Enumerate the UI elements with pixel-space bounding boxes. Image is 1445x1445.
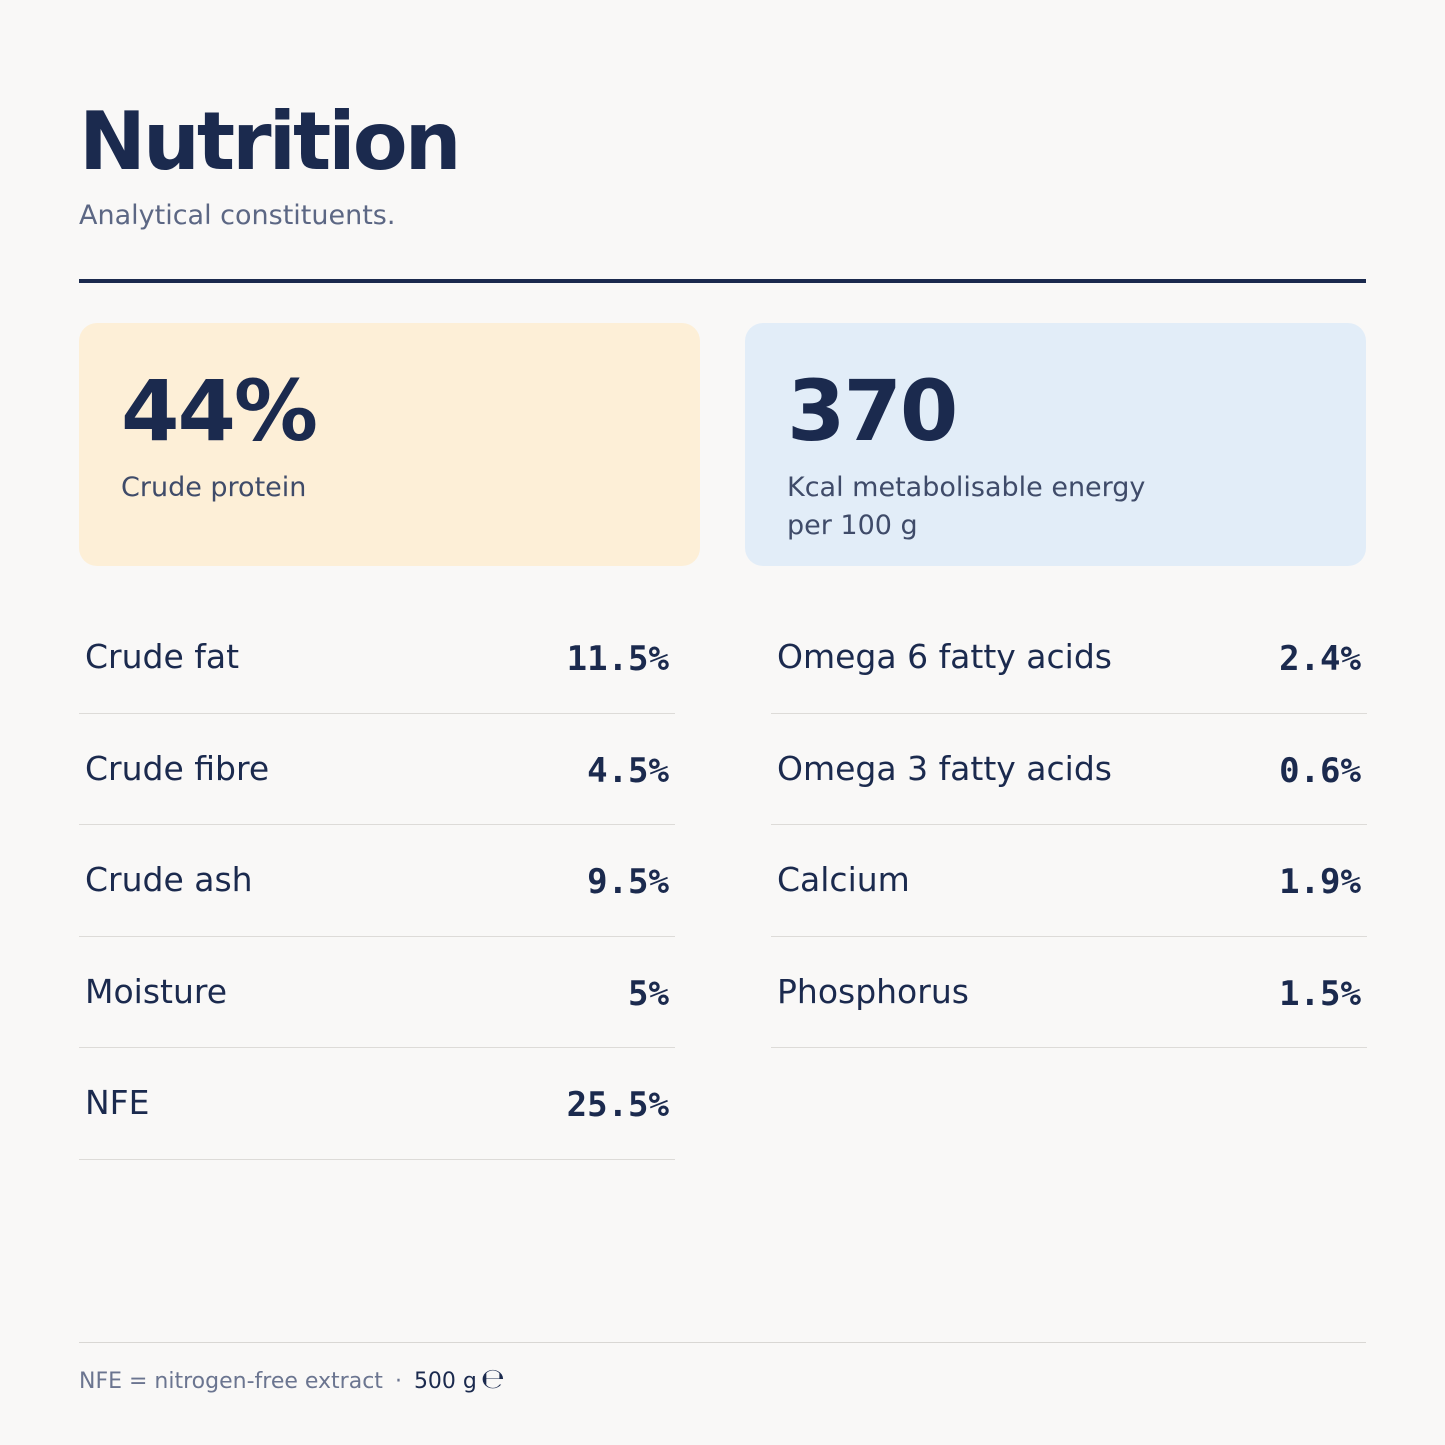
constituent-value: 5% [628, 973, 669, 1014]
nutrition-panel: Nutrition Analytical constituents. 44% C… [79, 0, 1367, 1445]
energy-card: 370 Kcal metabolisable energy per 100 g [745, 323, 1366, 566]
constituent-value: 25.5% [566, 1085, 669, 1125]
footnote: NFE = nitrogen-free extract [79, 1369, 383, 1394]
protein-card: 44% Crude protein [79, 323, 700, 566]
list-item: Moisture 5% [79, 937, 675, 1048]
list-item: NFE 25.5% [79, 1048, 675, 1160]
page-title: Nutrition [79, 95, 462, 188]
constituent-value: 1.9% [1279, 862, 1361, 902]
footer: NFE = nitrogen-free extract · 500 g ℮ [79, 1362, 505, 1399]
energy-label-line2: per 100 g [787, 510, 918, 541]
protein-label: Crude protein [121, 472, 307, 503]
constituent-value: 11.5% [566, 639, 669, 679]
constituent-value: 2.4% [1279, 639, 1361, 679]
constituent-label: Phosphorus [777, 971, 969, 1011]
constituent-label: Calcium [777, 860, 910, 899]
protein-value: 44% [121, 362, 318, 460]
constituent-label: Crude ash [85, 860, 253, 899]
energy-value: 370 [787, 362, 958, 460]
net-weight: 500 g [413, 1369, 477, 1394]
list-item: Crude fibre 4.5% [79, 714, 675, 825]
energy-label: Kcal metabolisable energy per 100 g [787, 469, 1307, 545]
constituent-label: Omega 6 fatty acids [777, 637, 1112, 676]
list-item: Crude fat 11.5% [79, 602, 675, 714]
constituent-label: Moisture [85, 971, 228, 1011]
page-subtitle: Analytical constituents. [79, 200, 396, 231]
list-item: Omega 6 fatty acids 2.4% [771, 602, 1367, 714]
constituents-left-list: Crude fat 11.5% Crude fibre 4.5% Crude a… [79, 602, 675, 1160]
energy-label-line1: Kcal metabolisable energy [787, 472, 1146, 503]
constituents-right-list: Omega 6 fatty acids 2.4% Omega 3 fatty a… [771, 602, 1367, 1048]
estimated-sign-icon: ℮ [480, 1362, 505, 1395]
constituent-label: Crude fibre [85, 748, 270, 788]
constituent-value: 0.6% [1279, 750, 1361, 791]
constituent-label: Crude fat [85, 637, 240, 676]
list-item: Omega 3 fatty acids 0.6% [771, 714, 1367, 825]
header-divider [79, 279, 1366, 283]
constituent-value: 4.5% [587, 750, 669, 791]
constituent-label: Omega 3 fatty acids [777, 748, 1112, 788]
list-item: Calcium 1.9% [771, 825, 1367, 937]
constituent-label: NFE [85, 1083, 150, 1122]
footer-divider [79, 1342, 1366, 1343]
constituent-value: 9.5% [587, 862, 669, 902]
list-item: Phosphorus 1.5% [771, 937, 1367, 1048]
footer-separator: · [394, 1369, 402, 1394]
list-item: Crude ash 9.5% [79, 825, 675, 937]
constituent-value: 1.5% [1279, 973, 1361, 1014]
